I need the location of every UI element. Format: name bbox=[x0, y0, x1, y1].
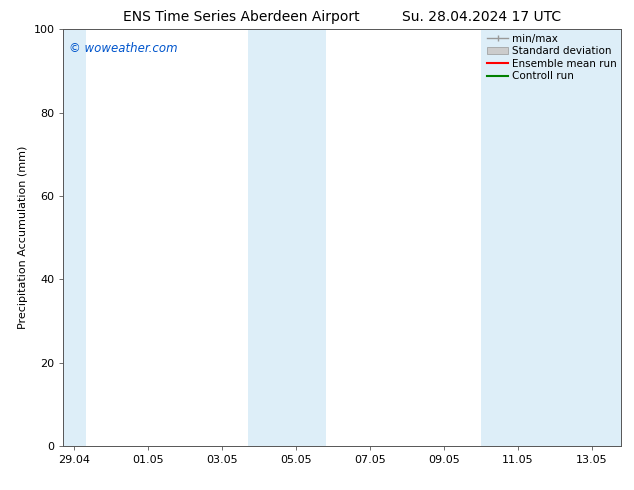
Text: © woweather.com: © woweather.com bbox=[69, 42, 178, 55]
Bar bbox=[248, 29, 326, 446]
Legend: min/max, Standard deviation, Ensemble mean run, Controll run: min/max, Standard deviation, Ensemble me… bbox=[485, 31, 619, 83]
Text: ENS Time Series Aberdeen Airport: ENS Time Series Aberdeen Airport bbox=[122, 10, 359, 24]
Text: Su. 28.04.2024 17 UTC: Su. 28.04.2024 17 UTC bbox=[403, 10, 561, 24]
Bar bbox=[481, 29, 621, 446]
Bar bbox=[63, 29, 86, 446]
Y-axis label: Precipitation Accumulation (mm): Precipitation Accumulation (mm) bbox=[18, 146, 28, 329]
